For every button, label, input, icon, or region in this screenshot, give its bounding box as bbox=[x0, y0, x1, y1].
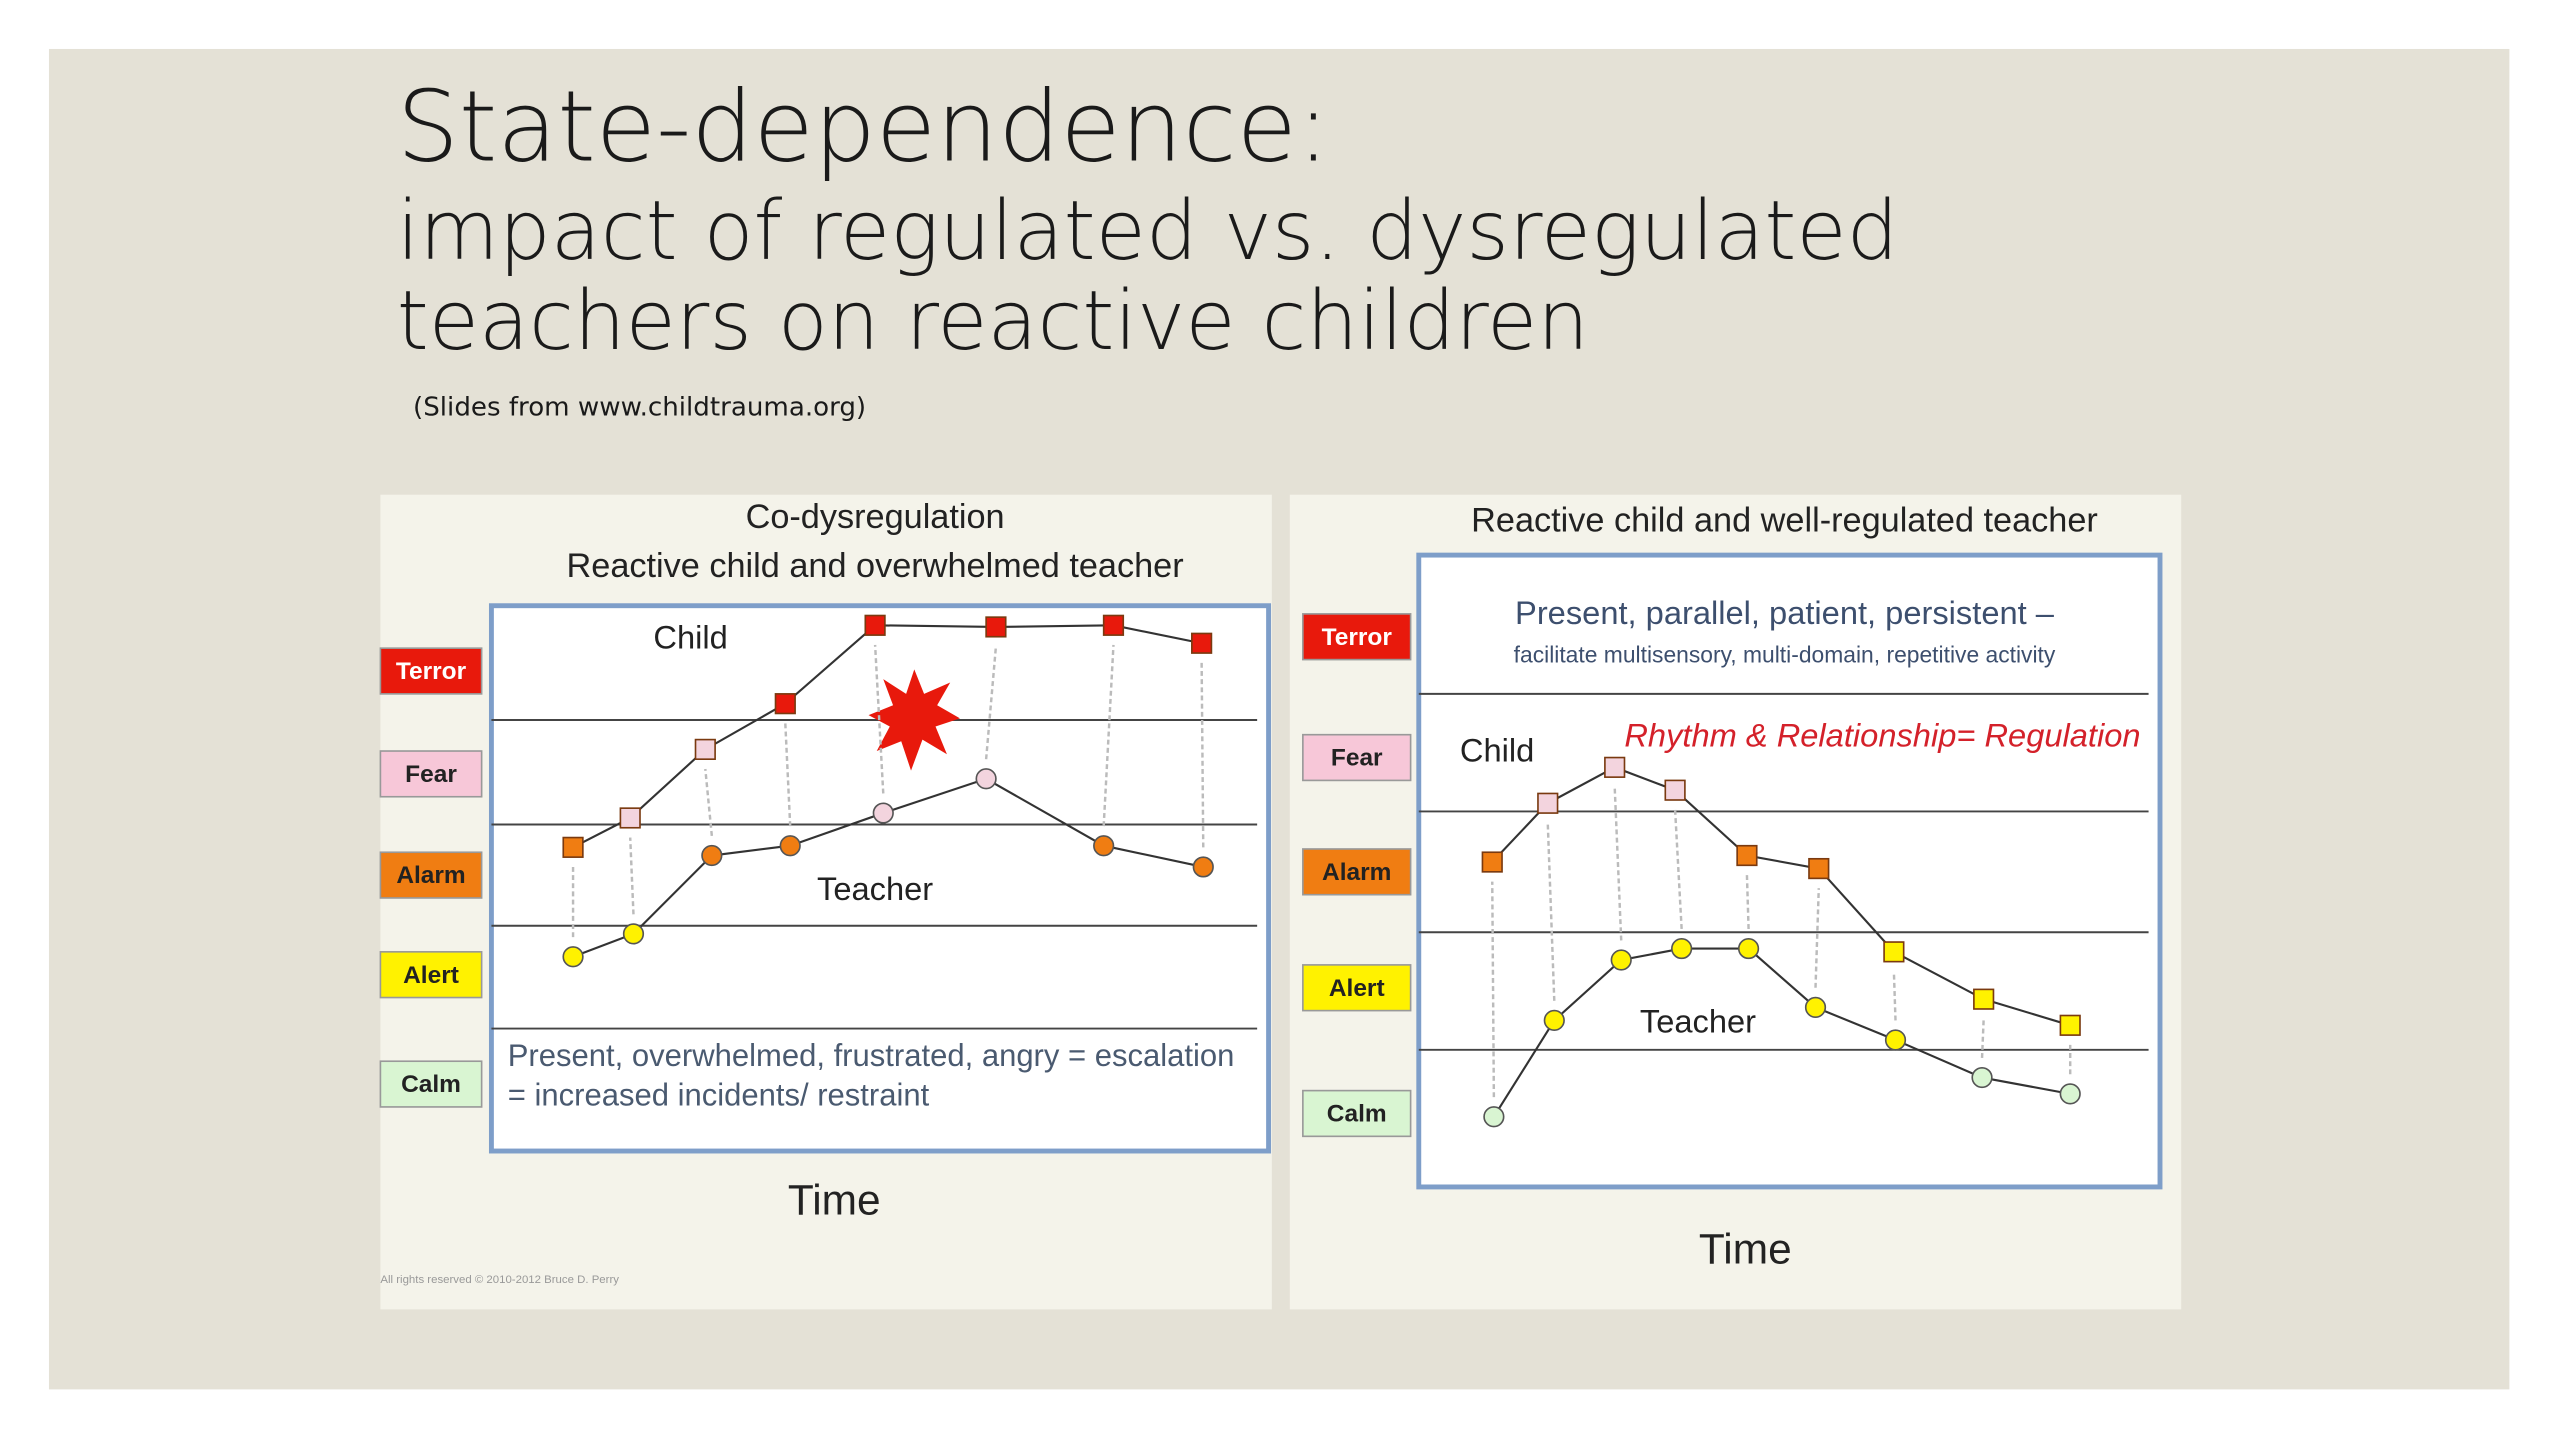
child-point bbox=[1537, 792, 1559, 814]
teacher-point bbox=[1884, 1029, 1907, 1051]
state-label: Alert bbox=[403, 962, 459, 989]
state-label: Calm bbox=[401, 1071, 461, 1098]
burst-icon bbox=[868, 669, 960, 771]
teacher-line bbox=[572, 777, 1204, 958]
influence-arrow bbox=[1200, 662, 1205, 848]
slide-title: State-dependence: bbox=[397, 71, 1330, 185]
state-badge bbox=[379, 851, 483, 899]
influence-arrow bbox=[984, 646, 998, 760]
teacher-label: Teacher bbox=[817, 870, 933, 907]
child-label: Child bbox=[1460, 731, 1534, 768]
child-point bbox=[985, 616, 1007, 638]
panel-title: Reactive child and well-regulated teache… bbox=[1471, 502, 2098, 540]
state-badge bbox=[1302, 1089, 1412, 1138]
influence-arrow bbox=[1673, 809, 1683, 930]
time-axis-label: Time bbox=[788, 1176, 881, 1223]
influence-arrow bbox=[1491, 881, 1496, 1098]
child-point bbox=[1736, 844, 1758, 867]
state-badge bbox=[1302, 848, 1412, 896]
teacher-point bbox=[1093, 835, 1115, 857]
state-label: Terror bbox=[1322, 624, 1393, 651]
child-point bbox=[1808, 857, 1830, 880]
child-point bbox=[694, 738, 716, 760]
teacher-point bbox=[1737, 937, 1760, 960]
child-point bbox=[864, 614, 886, 636]
child-line bbox=[572, 624, 1202, 849]
teacher-point bbox=[1483, 1106, 1505, 1128]
panel-title: Reactive child and overwhelmed teacher bbox=[567, 547, 1184, 585]
teacher-point bbox=[1971, 1066, 1993, 1089]
child-point bbox=[1191, 632, 1213, 654]
teacher-point bbox=[1610, 949, 1632, 971]
child-point bbox=[2059, 1014, 2081, 1036]
teacher-point bbox=[1671, 937, 1693, 960]
teacher-point bbox=[1543, 1009, 1565, 1032]
influence-arrow bbox=[1814, 888, 1820, 988]
state-badge bbox=[1302, 733, 1412, 782]
teacher-point bbox=[622, 923, 645, 945]
child-point bbox=[1604, 756, 1626, 778]
panel-note: facilitate multisensory, multi-domain, r… bbox=[1514, 641, 2056, 667]
panel-title: Co-dysregulation bbox=[746, 498, 1005, 536]
panel-note: Present, overwhelmed, frustrated, angry … bbox=[508, 1038, 1235, 1073]
copyright: All rights reserved © 2010-2012 Bruce D.… bbox=[380, 1274, 619, 1286]
child-point bbox=[619, 807, 641, 829]
teacher-point bbox=[975, 768, 997, 790]
teacher-point bbox=[1804, 996, 1827, 1018]
influence-arrow bbox=[1102, 644, 1115, 827]
influence-arrow bbox=[704, 768, 714, 837]
child-point bbox=[1664, 779, 1686, 801]
teacher-point bbox=[562, 946, 584, 968]
teacher-point bbox=[1192, 856, 1214, 878]
child-point bbox=[1481, 851, 1503, 873]
influence-arrow bbox=[1546, 822, 1556, 1001]
child-label: Child bbox=[653, 619, 727, 656]
state-badge bbox=[379, 1060, 483, 1108]
state-label: Alarm bbox=[1322, 859, 1391, 886]
state-badge bbox=[1302, 964, 1412, 1012]
source-note: (Slides from www.childtrauma.org) bbox=[413, 393, 866, 423]
state-label: Calm bbox=[1327, 1101, 1387, 1128]
state-badge bbox=[1302, 613, 1412, 661]
child-point bbox=[774, 693, 796, 715]
graph-box bbox=[488, 603, 1272, 1154]
slide-subtitle: teachers on reactive children bbox=[397, 274, 1589, 369]
influence-arrow bbox=[1745, 875, 1750, 930]
child-point bbox=[1883, 941, 1905, 963]
slide-subtitle: impact of regulated vs. dysregulated bbox=[397, 184, 1899, 279]
influence-arrow bbox=[1613, 786, 1623, 941]
teacher-point bbox=[779, 835, 801, 857]
teacher-point bbox=[2059, 1083, 2081, 1105]
influence-arrow bbox=[1980, 1018, 1985, 1059]
state-badge bbox=[379, 951, 483, 999]
child-point bbox=[562, 836, 584, 858]
teacher-label: Teacher bbox=[1640, 1002, 1756, 1039]
state-label: Fear bbox=[405, 761, 457, 788]
time-axis-label: Time bbox=[1699, 1225, 1792, 1272]
influence-arrow bbox=[873, 644, 885, 794]
state-label: Fear bbox=[1331, 745, 1383, 772]
state-label: Terror bbox=[396, 658, 467, 685]
state-label: Alarm bbox=[396, 862, 465, 889]
panel-note: Present, parallel, patient, persistent – bbox=[1515, 594, 2055, 631]
panel-note: = increased incidents/ restraint bbox=[508, 1077, 930, 1112]
influence-arrow bbox=[1892, 971, 1897, 1021]
graph-box bbox=[1416, 552, 2163, 1190]
influence-arrow bbox=[784, 723, 792, 827]
state-badge bbox=[379, 647, 483, 695]
motto: Rhythm & Relationship= Regulation bbox=[1624, 717, 2140, 754]
teacher-point bbox=[872, 802, 894, 824]
state-label: Alert bbox=[1329, 975, 1385, 1002]
child-point bbox=[1973, 988, 1995, 1010]
child-point bbox=[1102, 614, 1125, 636]
state-badge bbox=[379, 750, 483, 798]
teacher-point bbox=[701, 844, 723, 867]
influence-arrow bbox=[628, 837, 635, 915]
